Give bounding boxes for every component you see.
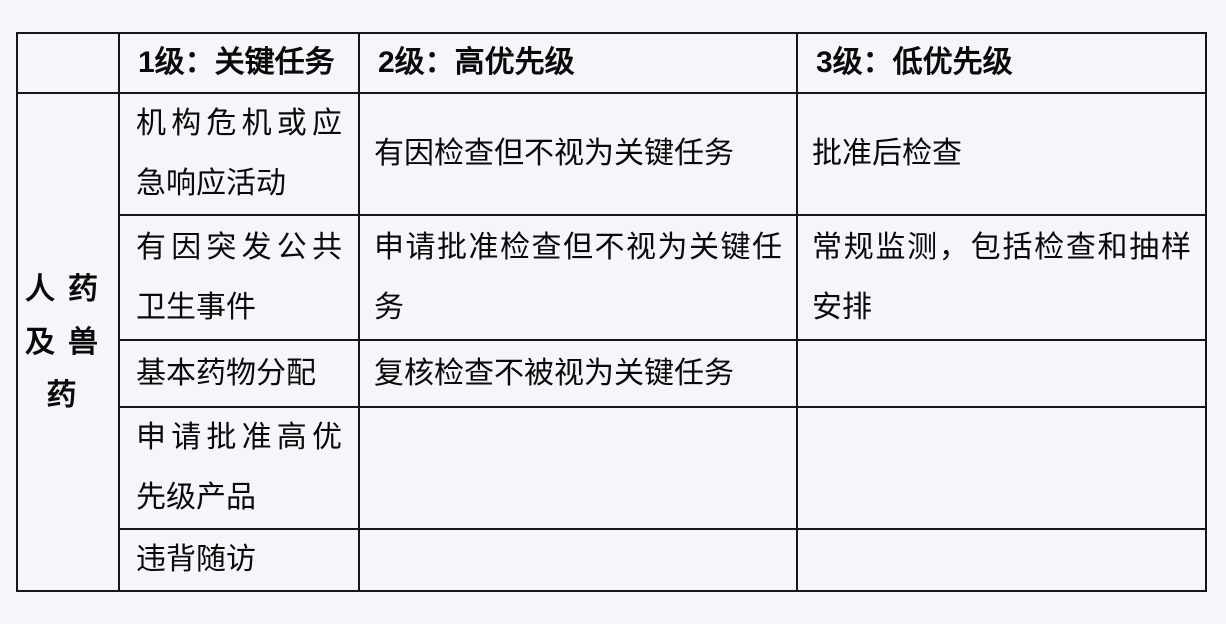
table-row: 有因突发公共卫生事件 申请批准检查但不视为关键任务 常规监测，包括检查和抽样安排 bbox=[17, 214, 1207, 341]
table-row: 申请批准高优先级产品 bbox=[17, 406, 1207, 530]
table-cell: 申请批准高优先级产品 bbox=[118, 406, 360, 530]
table-row: 违背随访 bbox=[17, 528, 1207, 592]
priority-levels-table: 1级：关键任务 2级：高优先级 3级：低优先级 人药及兽药 机构危机或应急响应活… bbox=[16, 32, 1207, 592]
column-header-level1: 1级：关键任务 bbox=[118, 32, 360, 94]
table-cell: 批准后检查 bbox=[796, 92, 1207, 216]
table-row: 基本药物分配 复核检查不被视为关键任务 bbox=[17, 339, 1207, 408]
column-header-level3: 3级：低优先级 bbox=[796, 32, 1207, 94]
table-cell bbox=[796, 528, 1207, 592]
header-row: 1级：关键任务 2级：高优先级 3级：低优先级 bbox=[16, 32, 1207, 94]
table-cell: 有因突发公共卫生事件 bbox=[118, 214, 360, 341]
row-group-header: 人药及兽药 bbox=[16, 92, 120, 592]
corner-cell bbox=[16, 32, 120, 94]
table-cell: 机构危机或应急响应活动 bbox=[118, 92, 360, 216]
table-cell bbox=[358, 528, 798, 592]
column-header-level2: 2级：高优先级 bbox=[358, 32, 798, 94]
table-cell: 复核检查不被视为关键任务 bbox=[358, 339, 798, 408]
table-cell: 有因检查但不视为关键任务 bbox=[358, 92, 798, 216]
table-cell: 常规监测，包括检查和抽样安排 bbox=[796, 214, 1207, 341]
table-cell: 申请批准检查但不视为关键任务 bbox=[358, 214, 798, 341]
table-cell bbox=[796, 406, 1207, 530]
table-row: 人药及兽药 机构危机或应急响应活动 有因检查但不视为关键任务 批准后检查 bbox=[16, 92, 1207, 592]
table-cell bbox=[358, 406, 798, 530]
table-cell: 基本药物分配 bbox=[118, 339, 360, 408]
table-cell: 违背随访 bbox=[118, 528, 360, 592]
table-cell bbox=[796, 339, 1207, 408]
